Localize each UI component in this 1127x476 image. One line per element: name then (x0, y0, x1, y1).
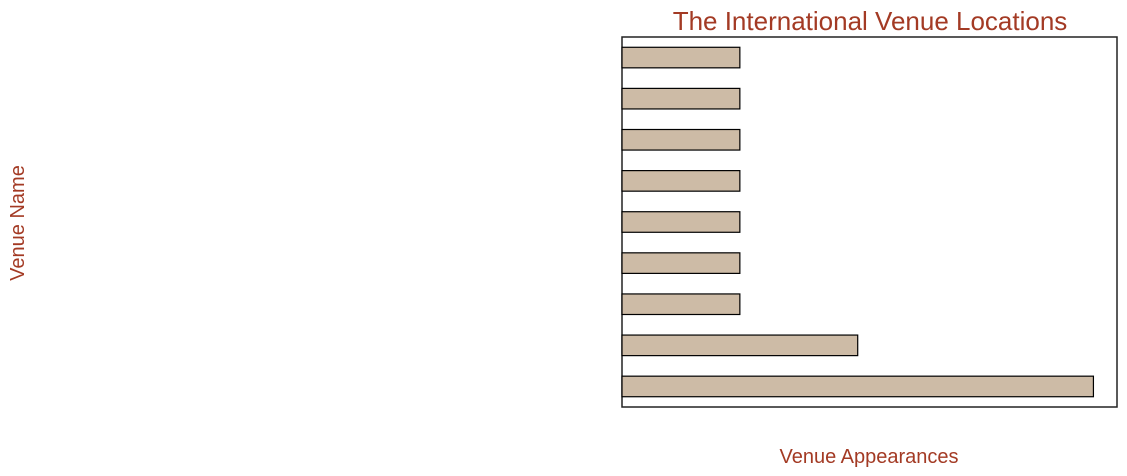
y-axis-label: Venue Name (7, 165, 29, 281)
bar-2 (621, 334, 859, 357)
bar-4 (621, 252, 741, 274)
bar-6 (621, 170, 741, 192)
bars-group (621, 46, 1095, 398)
bar-7 (621, 128, 741, 151)
bar-5 (621, 211, 741, 233)
chart-title: The International Venue Locations (673, 6, 1068, 36)
bar-8 (621, 87, 741, 110)
bar-1 (621, 375, 1095, 398)
bar-3 (621, 293, 741, 316)
x-axis-label: Venue Appearances (779, 446, 958, 468)
bar-9 (621, 46, 741, 69)
